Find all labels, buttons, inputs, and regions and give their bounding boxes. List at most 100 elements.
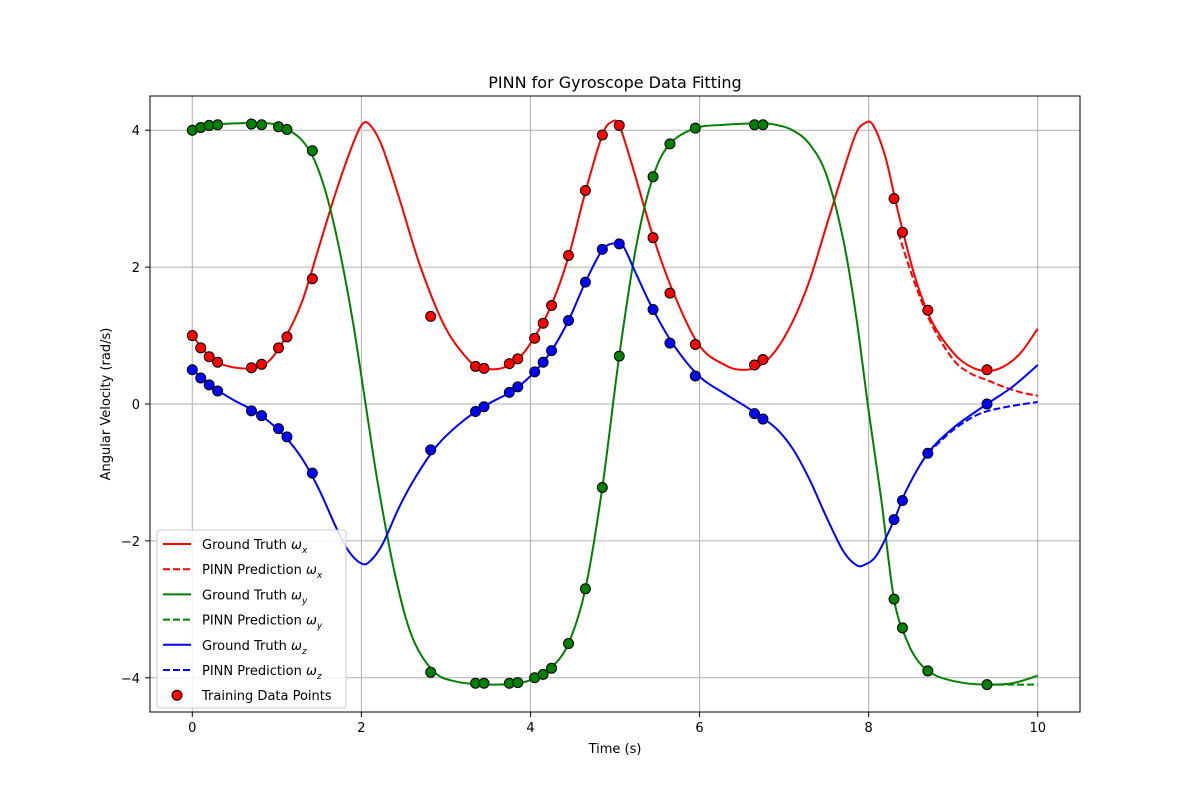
training-point-y — [512, 677, 524, 689]
training-point-z — [888, 514, 900, 526]
training-point-x — [281, 331, 293, 343]
training-point-x — [203, 351, 215, 363]
legend-label: PINN Prediction ωx — [202, 563, 323, 581]
y-tick-label: 2 — [132, 261, 140, 276]
training-point-y — [256, 119, 268, 131]
legend-marker — [171, 689, 183, 701]
y-tick-label: −2 — [121, 535, 140, 550]
training-point-y — [579, 583, 591, 595]
training-point-z — [281, 431, 293, 443]
training-point-z — [212, 385, 224, 397]
training-point-z — [664, 337, 676, 349]
training-point-z — [203, 379, 215, 391]
training-point-z — [613, 238, 625, 250]
training-point-x — [749, 359, 760, 371]
y-tick-label: −4 — [121, 672, 140, 687]
training-point-y — [596, 482, 608, 494]
legend-label: Ground Truth ωx — [202, 538, 308, 556]
training-point-z — [186, 364, 198, 376]
training-point-z — [425, 444, 437, 456]
training-point-y — [563, 638, 574, 650]
legend-label: Training Data Points — [201, 689, 332, 704]
training-point-x — [896, 226, 908, 238]
pinn-prediction-line-x — [897, 232, 1038, 397]
legend-box — [156, 529, 347, 709]
training-point-y — [689, 122, 701, 134]
training-point-x — [981, 364, 993, 376]
training-point-z — [749, 408, 760, 420]
training-point-z — [537, 356, 549, 368]
training-point-z — [529, 366, 541, 378]
training-point-z — [579, 276, 591, 288]
ground-truth-line-z — [191, 241, 1039, 568]
training-point-z — [563, 314, 574, 326]
pinn-prediction-line-z — [927, 400, 1038, 455]
training-point-y — [281, 124, 293, 136]
training-point-x — [596, 129, 608, 141]
training-point-x — [273, 342, 285, 354]
y-tick-label: 0 — [132, 398, 140, 413]
training-point-y — [896, 622, 908, 634]
ground-truth-line-y — [191, 121, 1039, 686]
training-point-z — [689, 370, 701, 382]
training-point-x — [689, 338, 701, 350]
legend-label: Ground Truth ωz — [202, 639, 307, 657]
training-point-z — [546, 345, 558, 357]
x-tick-label: 10 — [1029, 721, 1046, 736]
training-point-y — [245, 118, 257, 130]
training-point-x — [922, 304, 934, 316]
training-point-y — [981, 679, 993, 691]
training-point-y — [537, 668, 549, 680]
training-point-z — [273, 423, 285, 435]
x-tick-label: 2 — [357, 721, 365, 736]
legend-label: Ground Truth ωy — [202, 588, 308, 606]
training-point-z — [896, 495, 908, 507]
training-point-y — [546, 662, 558, 674]
training-point-x — [425, 310, 437, 322]
training-point-x — [546, 299, 558, 311]
training-point-x — [537, 317, 549, 329]
training-point-x — [579, 184, 591, 196]
training-point-y — [647, 171, 659, 183]
training-point-z — [596, 243, 608, 255]
training-point-z — [757, 413, 769, 425]
training-point-y — [478, 677, 490, 689]
training-point-z — [981, 398, 993, 410]
training-point-z — [195, 372, 207, 384]
legend: Ground Truth ωx PINN Prediction ωx Ground … — [156, 529, 347, 709]
training-point-x — [186, 330, 198, 342]
training-point-y — [306, 145, 318, 157]
training-point-y — [613, 350, 625, 362]
training-point-x — [245, 362, 257, 374]
legend-label: PINN Prediction ωy — [202, 614, 323, 632]
training-point-z — [512, 381, 524, 393]
training-point-x — [647, 232, 659, 244]
chart-title: PINN for Gyroscope Data Fitting — [488, 73, 741, 92]
training-point-z — [256, 410, 268, 422]
training-point-x — [664, 287, 676, 299]
training-point-z — [245, 405, 257, 417]
training-point-y — [664, 138, 676, 150]
training-point-y — [922, 665, 934, 677]
legend-label: PINN Prediction ωz — [202, 664, 322, 682]
training-point-x — [512, 353, 524, 365]
training-point-z — [922, 447, 934, 459]
training-point-y — [888, 593, 900, 605]
training-point-z — [306, 467, 318, 479]
training-point-z — [647, 304, 659, 316]
x-tick-label: 0 — [188, 721, 196, 736]
training-point-x — [529, 332, 541, 344]
training-point-x — [888, 193, 900, 205]
training-point-y — [757, 119, 769, 131]
x-tick-label: 4 — [526, 721, 534, 736]
training-point-y — [212, 119, 224, 131]
training-point-x — [613, 119, 625, 131]
training-point-y — [425, 666, 437, 678]
y-axis-label: Angular Velocity (rad/s) — [99, 328, 114, 481]
training-point-z — [478, 401, 490, 413]
x-tick-label: 8 — [864, 721, 872, 736]
x-tick-label: 6 — [695, 721, 703, 736]
training-point-x — [306, 273, 318, 285]
training-point-z — [503, 386, 515, 398]
